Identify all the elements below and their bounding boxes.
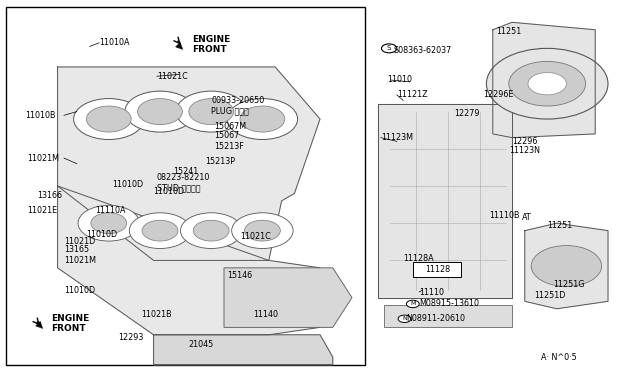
Circle shape: [240, 106, 285, 132]
Text: N: N: [402, 316, 407, 321]
Text: 11010: 11010: [387, 76, 412, 84]
Polygon shape: [58, 67, 320, 260]
Text: 13166: 13166: [37, 191, 62, 200]
Text: S08363-62037: S08363-62037: [394, 46, 452, 55]
Text: 12279: 12279: [454, 109, 480, 118]
Bar: [413, 262, 461, 277]
Circle shape: [406, 300, 419, 308]
Circle shape: [138, 99, 182, 125]
Bar: [6, 7, 365, 365]
Text: 11110: 11110: [419, 288, 444, 296]
Circle shape: [528, 73, 566, 95]
Circle shape: [180, 213, 242, 248]
Circle shape: [78, 205, 140, 241]
Circle shape: [91, 213, 127, 234]
Text: 11021C: 11021C: [240, 232, 271, 241]
Text: 12296: 12296: [512, 137, 538, 146]
Text: ▼: ▼: [174, 40, 187, 53]
Text: 11021M: 11021M: [64, 256, 96, 265]
Circle shape: [244, 220, 280, 241]
Polygon shape: [493, 22, 595, 138]
Text: 21045: 21045: [189, 340, 214, 349]
Text: S: S: [387, 45, 391, 51]
Polygon shape: [224, 268, 352, 327]
Text: 11128: 11128: [426, 265, 451, 274]
Text: ENGINE
FRONT: ENGINE FRONT: [192, 35, 230, 54]
Circle shape: [125, 91, 195, 132]
Text: ▼: ▼: [34, 319, 47, 332]
Text: 11123N: 11123N: [509, 146, 540, 155]
Text: 11110A: 11110A: [95, 206, 125, 215]
Text: M08915-13610: M08915-13610: [419, 299, 479, 308]
Circle shape: [232, 213, 293, 248]
Text: N08911-20610: N08911-20610: [406, 314, 465, 323]
Circle shape: [142, 220, 178, 241]
Text: 15146: 15146: [227, 271, 252, 280]
Text: 15067: 15067: [214, 131, 239, 140]
Text: AT: AT: [522, 213, 531, 222]
Text: 00933-20650
PLUG プラグ: 00933-20650 PLUG プラグ: [211, 96, 264, 116]
Text: 11021E: 11021E: [27, 206, 57, 215]
Text: M: M: [410, 301, 415, 307]
Text: 11121Z: 11121Z: [397, 90, 428, 99]
Text: 11128A: 11128A: [403, 254, 434, 263]
Text: 11251: 11251: [547, 221, 572, 230]
Text: 12293: 12293: [118, 333, 144, 342]
Text: ENGINE
FRONT: ENGINE FRONT: [51, 314, 90, 333]
Text: 11010B: 11010B: [26, 111, 56, 120]
Circle shape: [398, 315, 411, 323]
Circle shape: [193, 220, 229, 241]
Text: 11021D: 11021D: [64, 237, 95, 246]
Text: 12296E: 12296E: [483, 90, 513, 99]
Circle shape: [129, 213, 191, 248]
Text: 11123M: 11123M: [381, 133, 413, 142]
Text: 11021C: 11021C: [157, 72, 188, 81]
Text: 11021M: 11021M: [27, 154, 59, 163]
Polygon shape: [378, 104, 512, 298]
Text: 15213P: 15213P: [205, 157, 235, 166]
Text: 11010D: 11010D: [64, 286, 95, 295]
Text: 11251G: 11251G: [554, 280, 585, 289]
Text: 11110B: 11110B: [490, 211, 520, 220]
Circle shape: [86, 106, 131, 132]
Circle shape: [509, 61, 586, 106]
Text: A· N^0·5: A· N^0·5: [541, 353, 577, 362]
Text: 11010D: 11010D: [86, 230, 118, 239]
Text: 08223-82210
STUD スタッド: 08223-82210 STUD スタッド: [157, 173, 210, 192]
Circle shape: [531, 246, 602, 286]
Text: 11010D: 11010D: [154, 187, 185, 196]
Text: 15213F: 15213F: [214, 142, 244, 151]
Text: 11251: 11251: [496, 27, 521, 36]
Polygon shape: [58, 186, 320, 335]
Polygon shape: [384, 305, 512, 327]
Circle shape: [189, 99, 234, 125]
Circle shape: [381, 44, 397, 53]
Text: 11010A: 11010A: [99, 38, 130, 47]
Circle shape: [176, 91, 246, 132]
Circle shape: [227, 99, 298, 140]
Text: 13165: 13165: [64, 245, 89, 254]
Polygon shape: [154, 335, 333, 365]
Text: 11021B: 11021B: [141, 310, 172, 319]
Circle shape: [486, 48, 608, 119]
Text: 15241: 15241: [173, 167, 198, 176]
Polygon shape: [525, 223, 608, 309]
Text: 11010D: 11010D: [112, 180, 143, 189]
Text: 11140: 11140: [253, 310, 278, 319]
Circle shape: [74, 99, 144, 140]
Text: 11251D: 11251D: [534, 291, 566, 300]
Text: 15067M: 15067M: [214, 122, 246, 131]
